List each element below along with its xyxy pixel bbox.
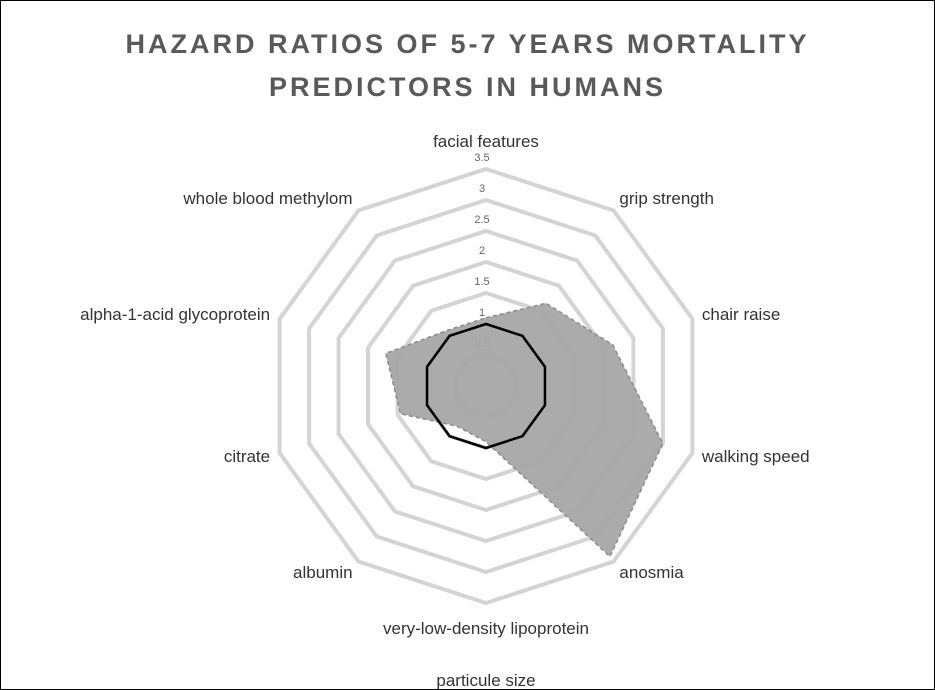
category-label: anosmia (619, 562, 684, 582)
r-tick-label: 1 (479, 307, 485, 319)
chart-title: HAZARD RATIOS OF 5-7 YEARS MORTALITY PRE… (125, 29, 810, 102)
grid-ring (336, 228, 636, 544)
r-tick-label: 3 (479, 183, 485, 195)
category-label: citrate (223, 447, 271, 467)
category-label: facial features (433, 132, 539, 151)
category-label: chair raise (701, 304, 781, 324)
r-tick-label: 2 (479, 245, 485, 257)
grid-ring (366, 259, 606, 513)
radar-line (425, 322, 547, 450)
category-label: alpha-1-acid glycoprotein (80, 304, 271, 324)
r-tick-label: 2.5 (474, 214, 489, 226)
r-tick-label: 3.5 (474, 152, 489, 164)
r-tick-label: 1.5 (474, 276, 489, 288)
grid-ring (277, 166, 695, 606)
grid-ring (307, 197, 665, 575)
category-label: walking speed (701, 447, 810, 467)
category-label: albumin (293, 562, 353, 582)
category-label: very-low-density lipoprotein particule s… (383, 619, 589, 690)
radar-area (384, 302, 664, 558)
category-label: grip strength (619, 189, 714, 209)
category-label: whole blood methylom (183, 189, 353, 209)
